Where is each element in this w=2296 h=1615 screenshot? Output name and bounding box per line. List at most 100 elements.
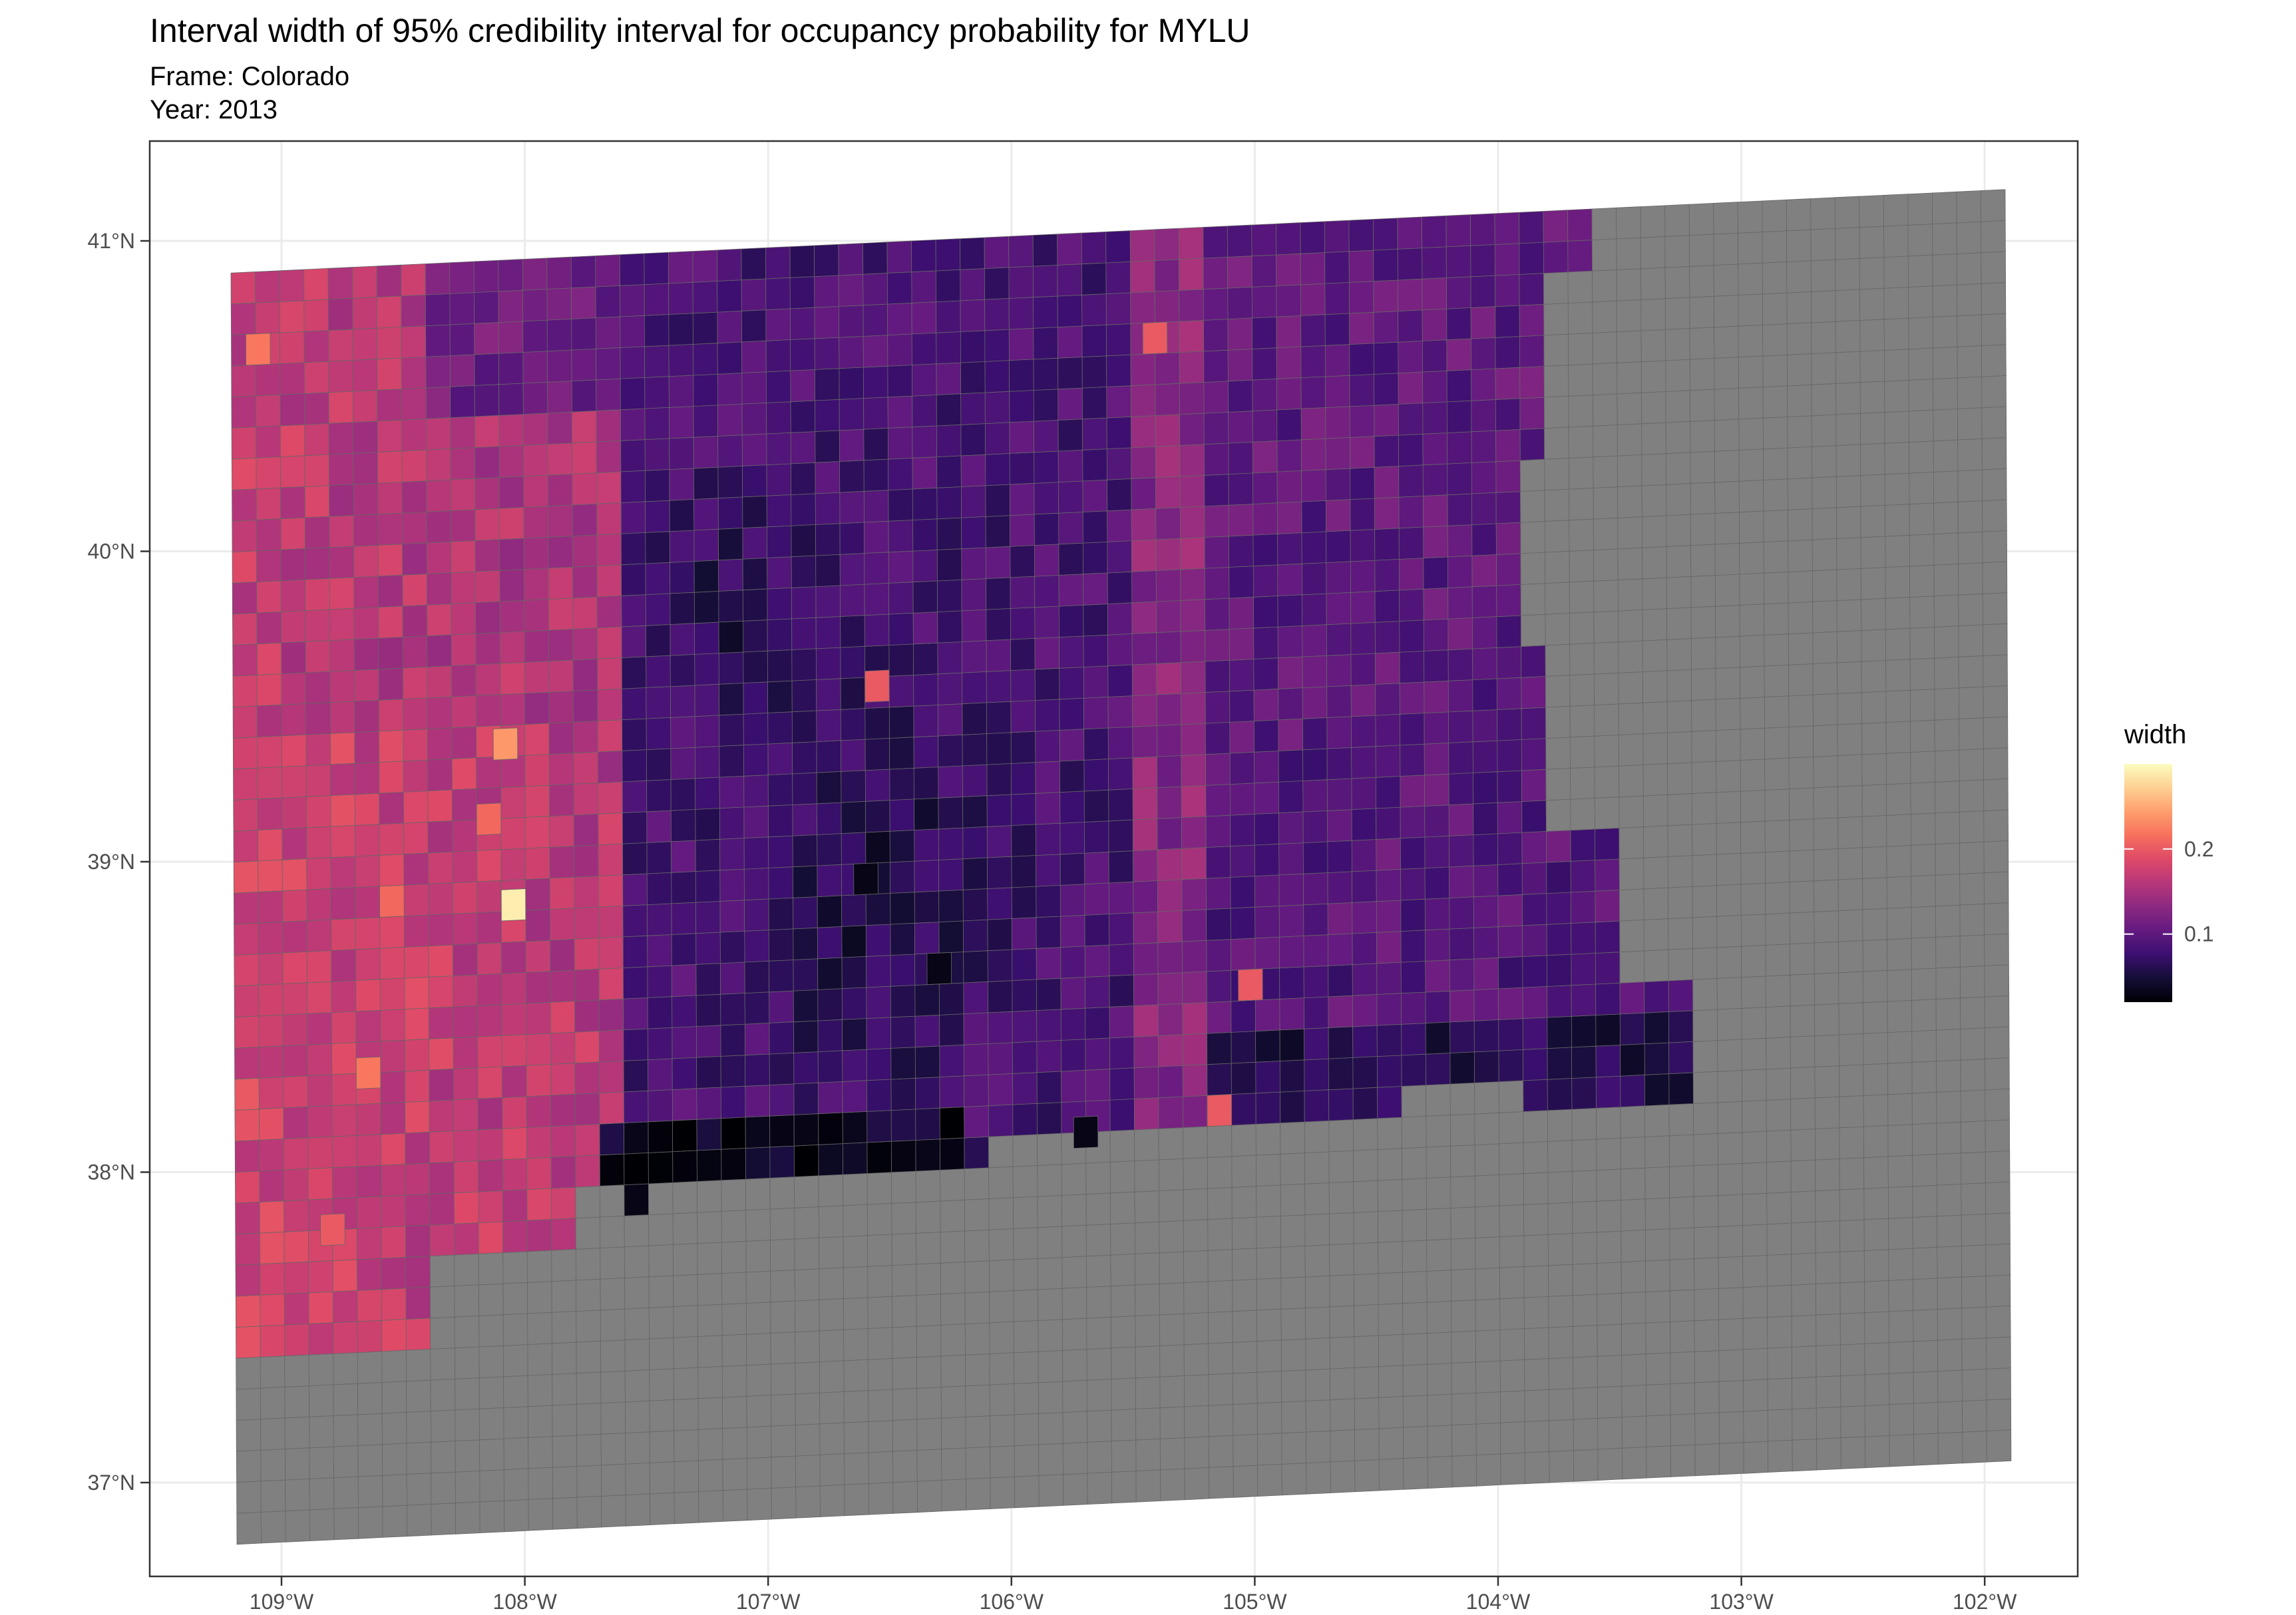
- map-cell: [1180, 537, 1205, 570]
- map-cell: [376, 295, 402, 329]
- map-cell: [377, 326, 402, 360]
- map-cell: [1280, 1245, 1306, 1279]
- map-cell: [840, 708, 866, 741]
- map-cell: [1472, 709, 1498, 743]
- map-cell: [937, 610, 962, 643]
- map-cell: [1959, 903, 1985, 937]
- map-cell: [501, 1003, 527, 1036]
- map-cell: [671, 1088, 697, 1121]
- map-cell: [694, 715, 720, 748]
- map-cell: [693, 405, 719, 438]
- map-cell: [428, 1006, 454, 1039]
- map-cell: [451, 602, 477, 635]
- map-cell: [1105, 323, 1131, 357]
- map-cell: [1718, 1411, 1744, 1444]
- map-cell: [771, 1487, 797, 1520]
- map-cell: [988, 1042, 1014, 1075]
- map-cell: [1546, 954, 1572, 987]
- map-cell: [405, 1348, 431, 1382]
- map-cell: [1816, 1282, 1841, 1316]
- map-cell: [1059, 852, 1085, 886]
- map-cell: [743, 620, 768, 653]
- map-cell: [1012, 1041, 1038, 1074]
- map-cell: [1473, 864, 1499, 898]
- map-cell: [1717, 1070, 1743, 1103]
- map-cell: [1620, 1105, 1646, 1139]
- map-cell: [986, 794, 1012, 827]
- map-cell: [621, 656, 647, 689]
- map-cell: [940, 1168, 965, 1202]
- map-cell: [1014, 1351, 1039, 1384]
- map-cell: [962, 764, 988, 797]
- map-cell: [232, 705, 258, 739]
- map-cell: [1105, 292, 1131, 325]
- map-cell: [1935, 936, 1961, 969]
- map-cell: [693, 373, 718, 407]
- map-cell: [523, 474, 548, 508]
- map-cell: [1495, 460, 1521, 493]
- map-cell: [1354, 1428, 1380, 1461]
- map-cell: [867, 1357, 893, 1391]
- map-cell: [936, 517, 962, 550]
- map-cell: [1378, 1210, 1403, 1243]
- map-cell: [1013, 1320, 1039, 1353]
- map-cell: [595, 316, 621, 349]
- map-cell: [644, 438, 670, 471]
- map-cell: [1183, 1312, 1209, 1346]
- map-cell: [425, 355, 451, 389]
- map-cell: [1159, 1406, 1185, 1439]
- map-cell: [1276, 501, 1302, 534]
- map-cell: [961, 547, 986, 580]
- map-cell: [1742, 1099, 1767, 1133]
- map-cell: [1471, 585, 1497, 618]
- map-cell: [1475, 1298, 1501, 1332]
- map-cell: [1812, 662, 1838, 695]
- map-cell: [864, 582, 890, 616]
- map-cell: [937, 579, 962, 613]
- map-cell: [1620, 1074, 1645, 1108]
- map-cell: [964, 1136, 990, 1170]
- map-cell: [452, 819, 477, 852]
- map-cell: [621, 594, 646, 628]
- map-cell: [1718, 1349, 1744, 1382]
- map-cell: [1397, 248, 1423, 281]
- map-cell: [648, 1306, 674, 1340]
- map-cell: [1593, 580, 1619, 613]
- map-cell: [451, 788, 477, 821]
- map-cell: [1595, 858, 1620, 892]
- map-cell: [1595, 952, 1621, 985]
- map-cell: [455, 1470, 480, 1504]
- map-cell: [1958, 593, 1983, 627]
- map-cell: [572, 503, 598, 537]
- map-cell: [550, 1186, 576, 1220]
- map-cell: [793, 1051, 819, 1085]
- map-cell: [694, 653, 719, 686]
- map-cell: [403, 791, 429, 824]
- map-cell: [621, 563, 646, 596]
- map-cell: [1835, 258, 1860, 291]
- map-cell: [1400, 743, 1425, 777]
- map-cell: [1134, 1159, 1160, 1192]
- map-cell: [1911, 1029, 1937, 1063]
- map-cell: [868, 1389, 893, 1422]
- map-cell: [1255, 1061, 1280, 1094]
- map-cell: [622, 904, 648, 938]
- map-cell: [1573, 1387, 1599, 1420]
- map-cell: [841, 956, 867, 989]
- map-cell: [498, 383, 524, 416]
- map-cell: [839, 460, 864, 493]
- map-cell: [280, 455, 305, 488]
- map-cell: [1158, 1127, 1184, 1161]
- map-cell: [1179, 474, 1205, 508]
- map-cell: [1523, 1172, 1549, 1205]
- map-cell: [1448, 710, 1473, 743]
- map-cell: [1450, 1145, 1475, 1178]
- map-cell: [1544, 458, 1570, 491]
- map-cell: [916, 1355, 942, 1389]
- map-cell: [1300, 283, 1326, 316]
- map-cell: [862, 335, 888, 368]
- map-cell: [1376, 900, 1402, 933]
- map-cell: [1617, 361, 1642, 395]
- map-cell: [528, 1436, 553, 1469]
- map-cell: [1523, 1141, 1549, 1174]
